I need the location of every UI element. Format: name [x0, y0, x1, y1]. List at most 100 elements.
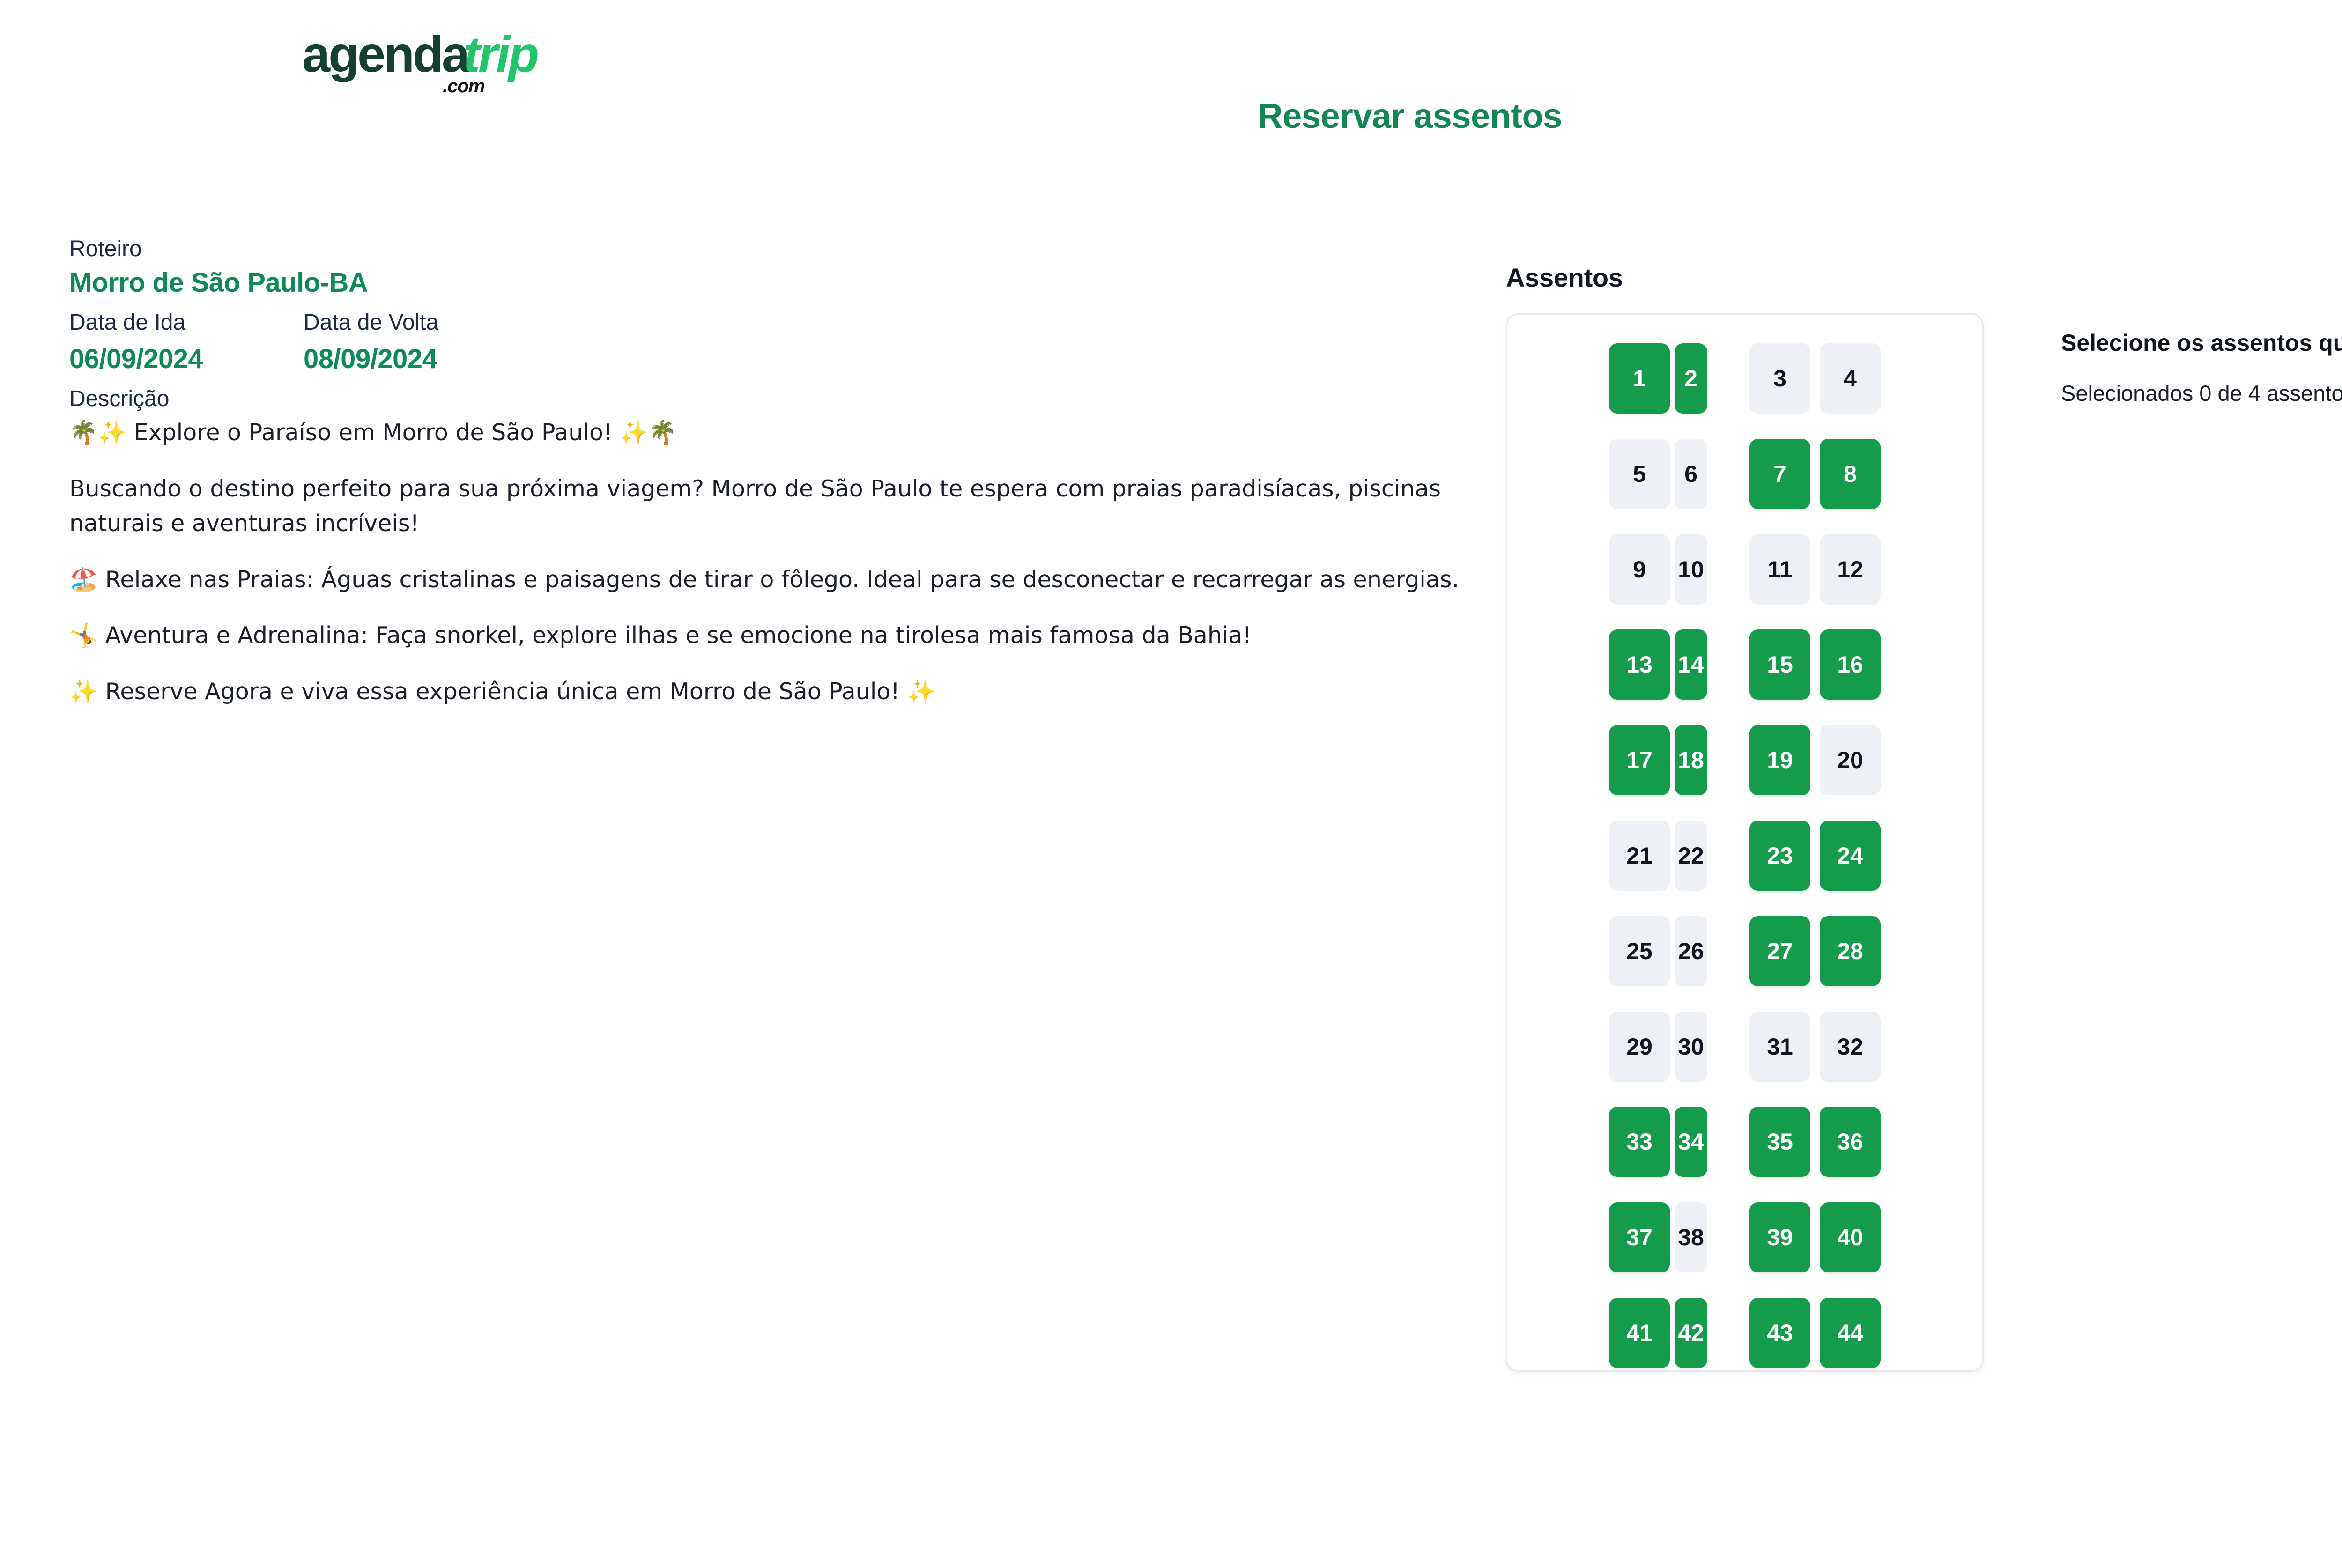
agendatrip-logo[interactable]: agendatrip .com [302, 14, 539, 96]
description-paragraph: 🌴✨ Explore o Paraíso em Morro de São Pau… [69, 419, 677, 446]
seat-4[interactable]: 4 [1820, 343, 1881, 414]
selection-headline: Selecione os assentos que deseja reserva… [2061, 330, 2342, 356]
seat-14[interactable]: 14 [1675, 629, 1707, 700]
seat-10[interactable]: 10 [1675, 534, 1707, 605]
seat-cell: 33 [1604, 1105, 1675, 1180]
seat-40[interactable]: 40 [1820, 1202, 1881, 1273]
seat-2[interactable]: 2 [1675, 343, 1707, 414]
seat-cell: 30 [1675, 1009, 1707, 1084]
seat-cell: 24 [1815, 818, 1885, 893]
seat-cell: 12 [1815, 532, 1885, 607]
description-paragraph: 🤸 Aventura e Adrenalina: Faça snorkel, e… [69, 622, 1252, 649]
seat-18[interactable]: 18 [1675, 725, 1707, 796]
seat-cell: 20 [1815, 723, 1885, 798]
seat-13[interactable]: 13 [1609, 629, 1670, 700]
seat-cell: 2 [1675, 341, 1707, 416]
seat-cell: 32 [1815, 1009, 1885, 1084]
seat-27[interactable]: 27 [1749, 916, 1810, 986]
seat-44[interactable]: 44 [1820, 1298, 1881, 1368]
logo-trip-text: trip [463, 26, 539, 82]
seat-cell: 6 [1675, 436, 1707, 511]
seat-cell: 39 [1745, 1200, 1815, 1275]
seat-43[interactable]: 43 [1749, 1298, 1810, 1368]
seat-cell: 26 [1675, 914, 1707, 989]
logo-wordmark: agendatrip .com [302, 26, 539, 96]
seat-cell: 34 [1675, 1105, 1707, 1180]
seat-cell: 19 [1745, 723, 1815, 798]
seat-cell: 37 [1604, 1200, 1675, 1275]
seat-28[interactable]: 28 [1820, 916, 1881, 986]
seat-3[interactable]: 3 [1749, 343, 1810, 414]
seat-32[interactable]: 32 [1820, 1011, 1881, 1082]
seat-cell: 17 [1604, 723, 1675, 798]
seats-heading: Assentos [1506, 263, 1623, 292]
seats-card: 1 2 3 4 5 6 7 8 9 10 11 12 13 14 15 16 17 18 19 20 21 22 23 24 2… [1506, 313, 1984, 1372]
seat-cell: 4 [1815, 341, 1885, 416]
page-title: Reservar assentos [1258, 96, 1562, 135]
seat-33[interactable]: 33 [1609, 1107, 1670, 1177]
seat-cell: 1 [1604, 341, 1675, 416]
seat-cell: 38 [1675, 1200, 1707, 1275]
seat-17[interactable]: 17 [1609, 725, 1670, 796]
description-paragraph: 🏖️ Relaxe nas Praias: Águas cristalinas … [69, 566, 1460, 593]
return-date-label: Data de Volta [304, 310, 439, 335]
seat-5[interactable]: 5 [1609, 438, 1670, 509]
seat-30[interactable]: 30 [1675, 1011, 1707, 1082]
seat-12[interactable]: 12 [1820, 534, 1881, 605]
seat-8[interactable]: 8 [1820, 438, 1881, 509]
seat-38[interactable]: 38 [1675, 1202, 1707, 1273]
seat-37[interactable]: 37 [1609, 1202, 1670, 1273]
seat-cell: 41 [1604, 1295, 1675, 1370]
departure-date-value: 06/09/2024 [69, 343, 203, 374]
seat-16[interactable]: 16 [1820, 629, 1881, 700]
seat-25[interactable]: 25 [1609, 916, 1670, 986]
seat-41[interactable]: 41 [1609, 1298, 1670, 1368]
seat-34[interactable]: 34 [1675, 1107, 1707, 1177]
roteiro-label: Roteiro [69, 237, 142, 261]
seat-cell: 27 [1745, 914, 1815, 989]
logo-agenda-text: agenda [302, 26, 470, 82]
seat-cell: 18 [1675, 723, 1707, 798]
seat-15[interactable]: 15 [1749, 629, 1810, 700]
roteiro-value: Morro de São Paulo-BA [69, 267, 368, 298]
seat-23[interactable]: 23 [1749, 820, 1810, 891]
trip-info-panel: Roteiro Morro de São Paulo-BA Data de Id… [69, 234, 1479, 709]
seat-cell: 3 [1745, 341, 1815, 416]
seat-31[interactable]: 31 [1749, 1011, 1810, 1082]
seat-39[interactable]: 39 [1749, 1202, 1810, 1273]
seat-42[interactable]: 42 [1675, 1298, 1707, 1368]
seat-cell: 42 [1675, 1295, 1707, 1370]
seat-21[interactable]: 21 [1609, 820, 1670, 891]
seat-cell: 43 [1745, 1295, 1815, 1370]
seat-11[interactable]: 11 [1749, 534, 1810, 605]
seat-cell: 40 [1815, 1200, 1885, 1275]
seat-cell: 25 [1604, 914, 1675, 989]
selection-counter: Selecionados 0 de 4 assentos [2061, 381, 2342, 406]
selection-instructions: Selecione os assentos que deseja reserva… [2061, 328, 2342, 407]
seat-26[interactable]: 26 [1675, 916, 1707, 986]
seat-cell: 21 [1604, 818, 1675, 893]
seat-24[interactable]: 24 [1820, 820, 1881, 891]
seat-cell: 7 [1745, 436, 1815, 511]
seat-cell: 29 [1604, 1009, 1675, 1084]
seat-7[interactable]: 7 [1749, 438, 1810, 509]
seat-9[interactable]: 9 [1609, 534, 1670, 605]
seat-cell: 9 [1604, 532, 1675, 607]
seat-cell: 36 [1815, 1105, 1885, 1180]
description-paragraph: ✨ Reserve Agora e viva essa experiência … [69, 678, 936, 705]
seat-29[interactable]: 29 [1609, 1011, 1670, 1082]
seat-cell: 31 [1745, 1009, 1815, 1084]
seat-cell: 28 [1815, 914, 1885, 989]
seat-36[interactable]: 36 [1820, 1107, 1881, 1177]
seat-cell: 23 [1745, 818, 1815, 893]
seat-22[interactable]: 22 [1675, 820, 1707, 891]
seat-35[interactable]: 35 [1749, 1107, 1810, 1177]
description-label: Descrição [69, 386, 170, 412]
seat-cell: 15 [1745, 627, 1815, 702]
return-date-block: Data de Volta 08/09/2024 [304, 308, 538, 377]
seat-1[interactable]: 1 [1609, 343, 1670, 414]
seat-19[interactable]: 19 [1749, 725, 1810, 796]
seat-20[interactable]: 20 [1820, 725, 1881, 796]
seat-6[interactable]: 6 [1675, 438, 1707, 509]
